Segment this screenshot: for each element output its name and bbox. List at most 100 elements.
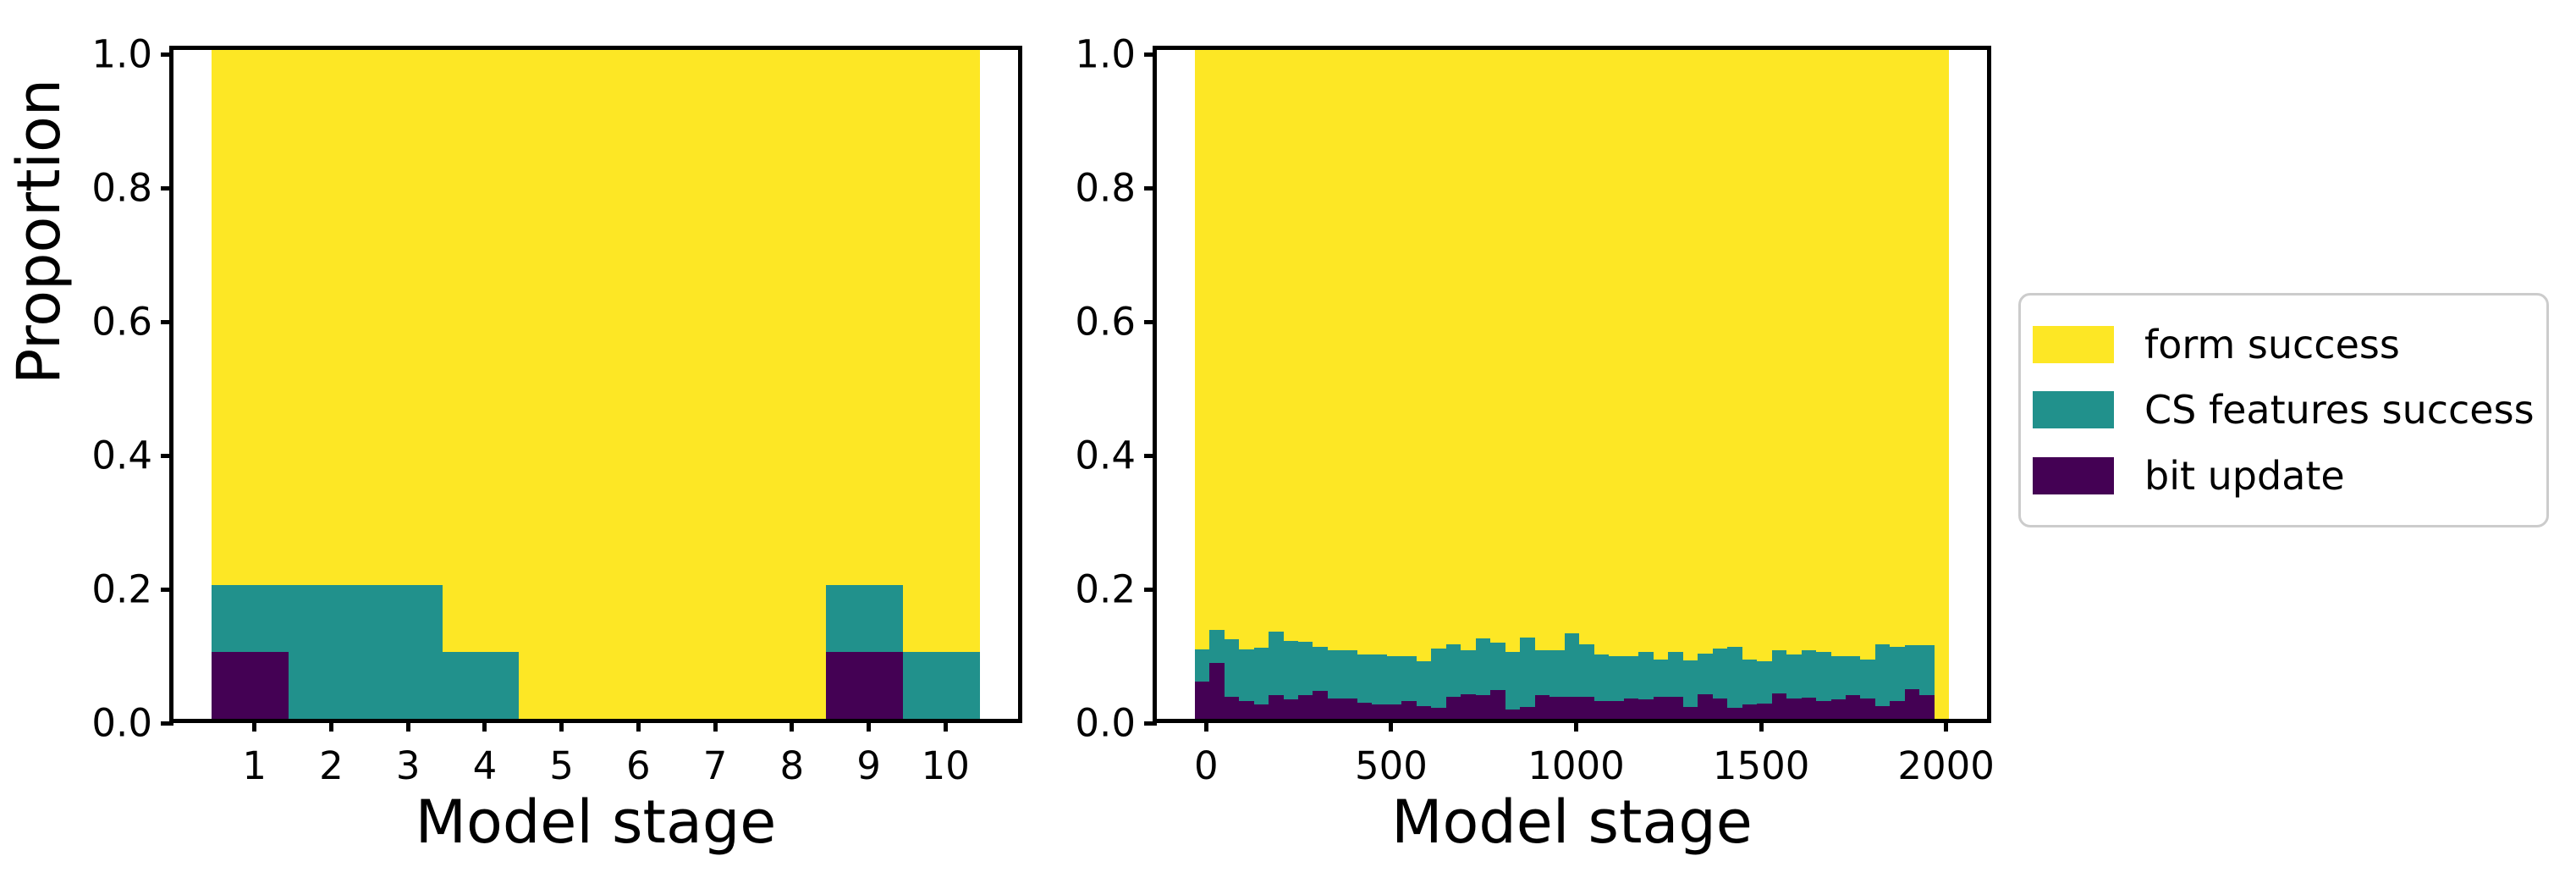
bar-segment-form-success [1505,50,1520,652]
bar-segment-cs-features-success [1905,645,1919,689]
bar-segment-form-success [1387,50,1401,656]
bar-segment-bit-update [1609,701,1624,719]
x-tick-mark [790,719,795,732]
bar-segment-form-success [1846,50,1860,656]
x-tick-mark [559,719,564,732]
bar-segment-bit-update [1401,701,1417,719]
bar-segment-cs-features-success [1757,661,1772,704]
bar-segment-form-success [1786,50,1802,654]
x-tick-mark [713,719,718,732]
bar-segment-form-success [1757,50,1772,661]
x-tick-mark [482,719,487,732]
bar-segment-cs-features-success [1535,650,1549,695]
bar-segment-form-success [519,50,596,719]
x-tick-label: 1 [242,743,267,788]
bar-segment-bit-update [1342,699,1357,719]
bar-segment-cs-features-success [1624,656,1638,699]
bar-segment-form-success [1831,50,1846,656]
y-tick-mark [161,721,173,726]
bar-segment-cs-features-success [1490,643,1505,690]
legend-label: form success [2144,321,2400,367]
bar-segment-bit-update [212,652,289,719]
legend-entry: form success [2033,323,2538,367]
bar-segment-bit-update [1594,701,1609,719]
bar-segment-bit-update [1772,693,1786,719]
x-tick-label: 500 [1354,743,1428,788]
bar-segment-form-success [1372,50,1387,654]
bar-segment-bit-update [1654,697,1668,719]
right-chart-plot-area [1157,50,1987,719]
bar-segment-bit-update [1816,701,1831,719]
bar-segment-bit-update [826,652,903,719]
bar-segment-bit-update [1919,695,1935,719]
x-tick-mark [405,719,410,732]
bar-segment-bit-update [1786,699,1802,719]
bar-segment-bit-update [1239,701,1254,719]
bar-segment-form-success [596,50,673,719]
bar-segment-cs-features-success [1195,649,1209,682]
x-tick-mark [252,719,257,732]
bar-segment-form-success [1195,50,1209,649]
bar-segment-bit-update [1757,704,1772,719]
bar-segment-form-success [1254,50,1269,648]
bar-segment-form-success [1342,50,1357,650]
bar-segment-cs-features-success [1328,650,1342,699]
bar-segment-bit-update [1520,707,1535,719]
bar-segment-form-success [1476,50,1490,638]
bar-segment-bit-update [1254,704,1269,719]
bar-segment-bit-update [1668,697,1683,719]
bar-segment-form-success [1520,50,1535,638]
x-tick-mark [867,719,872,732]
right-chart-x-axis-label: Model stage [1391,787,1753,857]
y-tick-mark [1144,319,1157,324]
bar-segment-bit-update [1565,697,1579,719]
bar-segment-cs-features-success [1269,632,1284,695]
bar-segment-form-success [1535,50,1549,650]
bar-segment-form-success [1860,50,1875,660]
bar-segment-cs-features-success [1505,652,1520,710]
bar-segment-cs-features-success [1786,654,1802,699]
bar-segment-cs-features-success [1654,660,1668,697]
bar-segment-cs-features-success [1802,650,1816,698]
x-tick-mark [1944,719,1949,732]
bar-segment-bit-update [1372,704,1387,719]
bar-segment-cs-features-success [1254,648,1269,704]
bar-segment-bit-update [1638,699,1654,719]
bar-segment-form-success [1802,50,1816,650]
bar-segment-form-success [1905,50,1919,645]
bar-segment-bit-update [1195,682,1209,719]
bar-segment-bit-update [1225,697,1239,719]
bar-segment-form-success [1638,50,1654,652]
bar-segment-form-success [1594,50,1609,654]
bar-segment-bit-update [1860,699,1875,719]
bar-segment-cs-features-success [1742,660,1757,704]
x-tick-label: 7 [702,743,728,788]
y-tick-mark [161,52,173,57]
bar-segment-cs-features-success [1713,649,1727,699]
bar-segment-form-success [1772,50,1786,650]
bar-segment-cs-features-success [1549,650,1565,697]
bar-segment-bit-update [1431,708,1446,719]
bar-segment-cs-features-success [1846,656,1860,695]
bar-segment-form-success [1919,50,1935,645]
bar-segment-cs-features-success [1609,656,1624,701]
bar-segment-cs-features-success [1919,645,1935,695]
x-tick-label: 4 [472,743,498,788]
bar-segment-cs-features-success [1668,652,1683,697]
y-tick-mark [161,185,173,191]
bar-segment-cs-features-success [1727,647,1742,708]
bar-segment-cs-features-success [1209,630,1225,663]
bar-segment-bit-update [1446,697,1461,719]
bar-segment-form-success [749,50,826,719]
bar-segment-cs-features-success [1357,654,1372,703]
bar-segment-cs-features-success [1387,656,1401,704]
bar-segment-bit-update [1698,694,1713,719]
bar-segment-bit-update [1535,695,1549,719]
y-tick-label: 0.6 [91,299,152,345]
bar-segment-cs-features-success [1446,644,1461,697]
bar-segment-bit-update [1875,706,1890,719]
x-tick-label: 9 [856,743,881,788]
bar-segment-form-success [903,50,980,652]
bar-segment-cs-features-success [1520,638,1535,707]
bar-segment-form-success [1446,50,1461,644]
